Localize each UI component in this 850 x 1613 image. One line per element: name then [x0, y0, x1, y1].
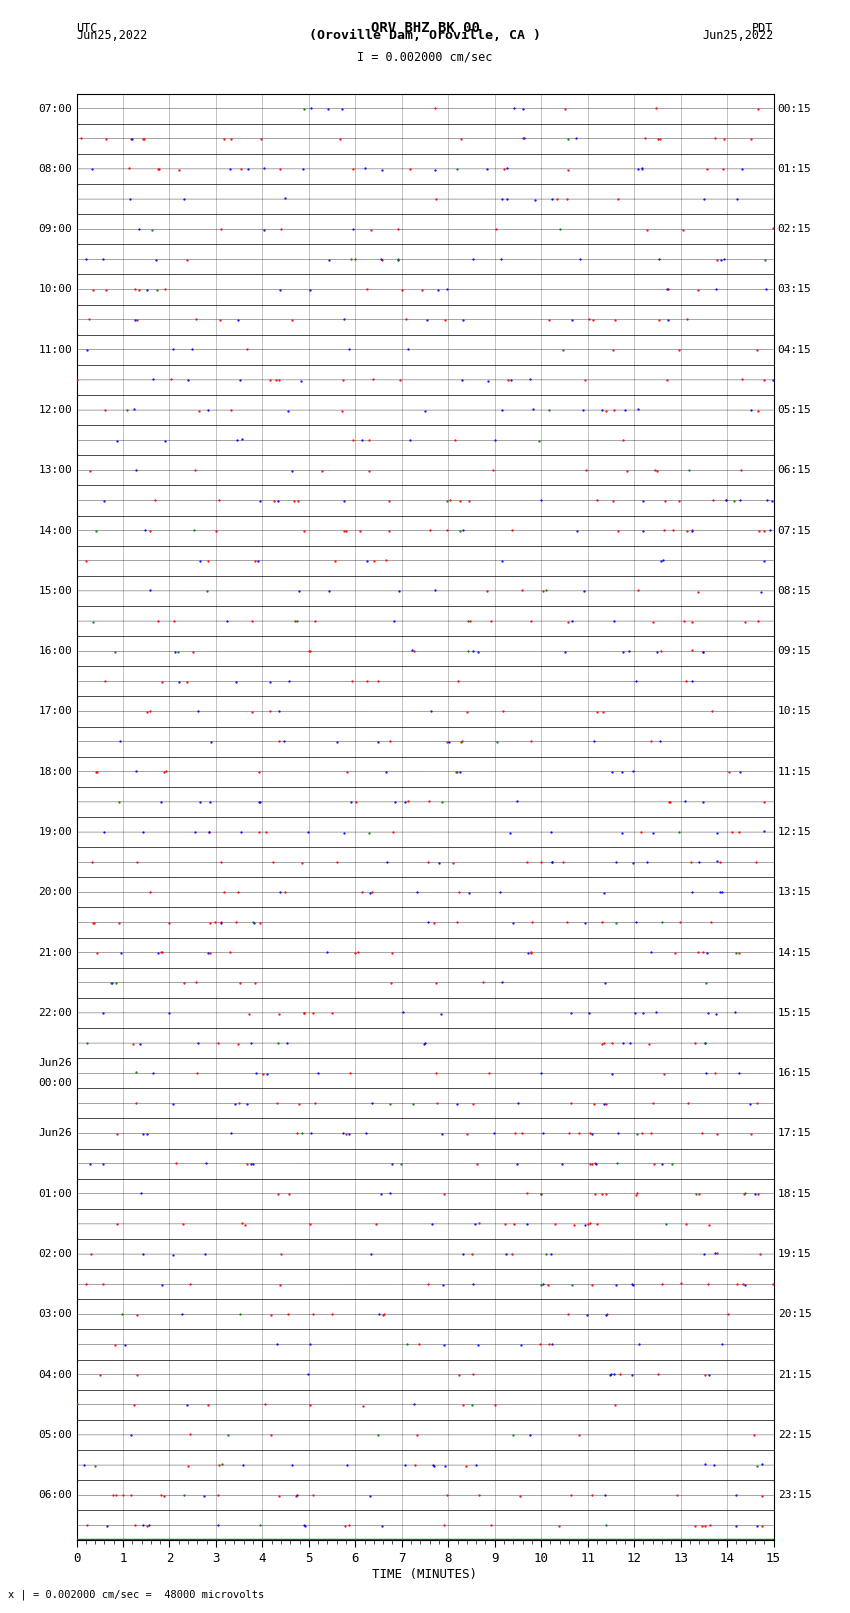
Text: 08:00: 08:00	[38, 165, 72, 174]
Text: 20:00: 20:00	[38, 887, 72, 897]
Text: 11:00: 11:00	[38, 345, 72, 355]
Text: 07:00: 07:00	[38, 103, 72, 113]
X-axis label: TIME (MINUTES): TIME (MINUTES)	[372, 1568, 478, 1581]
Text: 10:00: 10:00	[38, 284, 72, 295]
Text: 17:00: 17:00	[38, 706, 72, 716]
Text: 22:15: 22:15	[778, 1429, 812, 1440]
Text: 21:15: 21:15	[778, 1369, 812, 1379]
Text: PDT: PDT	[752, 21, 774, 35]
Text: I = 0.002000 cm/sec: I = 0.002000 cm/sec	[357, 50, 493, 63]
Text: 01:00: 01:00	[38, 1189, 72, 1198]
Text: 10:15: 10:15	[778, 706, 812, 716]
Text: (Oroville Dam, Oroville, CA ): (Oroville Dam, Oroville, CA )	[309, 29, 541, 42]
Text: ORV BHZ BK 00: ORV BHZ BK 00	[371, 21, 479, 35]
Text: 19:00: 19:00	[38, 827, 72, 837]
Text: 13:15: 13:15	[778, 887, 812, 897]
Text: 07:15: 07:15	[778, 526, 812, 536]
Text: 05:15: 05:15	[778, 405, 812, 415]
Text: 16:00: 16:00	[38, 647, 72, 656]
Text: 20:15: 20:15	[778, 1310, 812, 1319]
Text: 14:00: 14:00	[38, 526, 72, 536]
Text: 15:00: 15:00	[38, 586, 72, 595]
Text: 21:00: 21:00	[38, 947, 72, 958]
Text: x | = 0.002000 cm/sec =  48000 microvolts: x | = 0.002000 cm/sec = 48000 microvolts	[8, 1589, 264, 1600]
Text: 16:15: 16:15	[778, 1068, 812, 1077]
Text: 17:15: 17:15	[778, 1129, 812, 1139]
Text: 04:00: 04:00	[38, 1369, 72, 1379]
Text: 04:15: 04:15	[778, 345, 812, 355]
Text: 23:15: 23:15	[778, 1490, 812, 1500]
Text: Jun25,2022: Jun25,2022	[76, 29, 148, 42]
Text: 19:15: 19:15	[778, 1248, 812, 1260]
Text: 03:15: 03:15	[778, 284, 812, 295]
Text: 06:00: 06:00	[38, 1490, 72, 1500]
Text: 13:00: 13:00	[38, 465, 72, 476]
Text: 18:00: 18:00	[38, 766, 72, 777]
Text: 00:15: 00:15	[778, 103, 812, 113]
Text: Jun25,2022: Jun25,2022	[702, 29, 774, 42]
Text: 14:15: 14:15	[778, 947, 812, 958]
Text: 02:00: 02:00	[38, 1248, 72, 1260]
Text: 12:00: 12:00	[38, 405, 72, 415]
Text: Jun26: Jun26	[38, 1058, 72, 1068]
Text: UTC: UTC	[76, 21, 98, 35]
Text: 01:15: 01:15	[778, 165, 812, 174]
Text: 02:15: 02:15	[778, 224, 812, 234]
Text: 11:15: 11:15	[778, 766, 812, 777]
Text: 03:00: 03:00	[38, 1310, 72, 1319]
Text: 09:00: 09:00	[38, 224, 72, 234]
Text: 12:15: 12:15	[778, 827, 812, 837]
Text: Jun26: Jun26	[38, 1129, 72, 1139]
Text: 00:00: 00:00	[38, 1077, 72, 1089]
Text: 08:15: 08:15	[778, 586, 812, 595]
Text: 15:15: 15:15	[778, 1008, 812, 1018]
Text: 05:00: 05:00	[38, 1429, 72, 1440]
Text: 18:15: 18:15	[778, 1189, 812, 1198]
Text: 09:15: 09:15	[778, 647, 812, 656]
Text: 22:00: 22:00	[38, 1008, 72, 1018]
Text: 06:15: 06:15	[778, 465, 812, 476]
